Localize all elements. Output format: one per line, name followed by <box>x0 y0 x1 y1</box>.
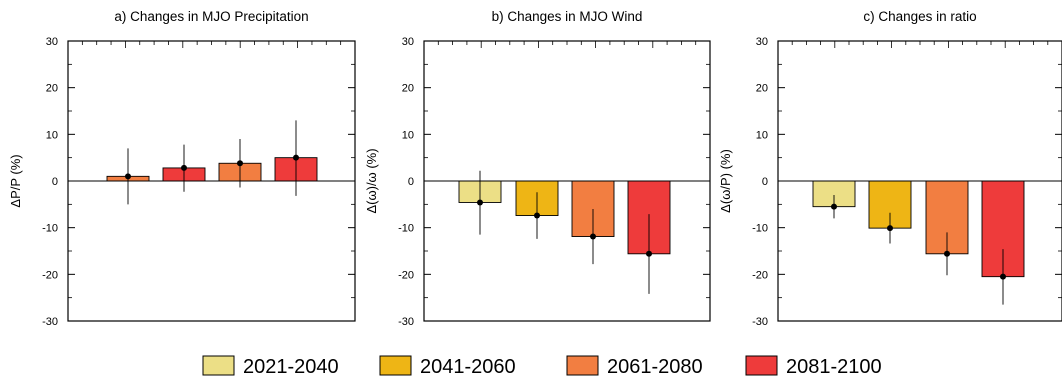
y-tick-label: -20 <box>752 269 768 281</box>
y-tick-label: 20 <box>402 83 414 95</box>
y-tick-label: 30 <box>402 36 414 48</box>
mean-point <box>944 250 950 257</box>
mean-point <box>831 203 837 210</box>
y-tick-label: -30 <box>42 316 58 328</box>
y-tick-label: 30 <box>756 36 768 48</box>
y-axis-label: ΔP/P (%) <box>8 154 23 207</box>
mean-point <box>646 250 652 257</box>
y-tick-label: -10 <box>42 223 58 235</box>
mean-point <box>181 164 187 171</box>
y-tick-label: 0 <box>762 176 768 188</box>
mean-point <box>477 199 483 206</box>
y-axis-label: Δ(ω)/ω (%) <box>364 148 379 213</box>
y-tick-label: -10 <box>752 223 768 235</box>
legend-swatch <box>745 355 778 376</box>
legend-label: 2061-2080 <box>607 356 703 378</box>
mean-point <box>125 173 131 180</box>
panel-2: b) Changes in MJO Wind Δ(ω)/ω (%) -30 -20 -1… <box>364 9 711 328</box>
legend: 2021-2040 2041-2060 2061-2080 2081-2100 <box>202 355 882 378</box>
y-tick-label: 0 <box>52 176 58 188</box>
legend-swatch <box>379 355 412 376</box>
y-tick-label: 20 <box>46 83 58 95</box>
mean-point <box>590 233 596 240</box>
panel-1: a) Changes in MJO Precipitation ΔP/P (%) -… <box>8 9 356 328</box>
legend-item: 2081-2100 <box>745 355 882 378</box>
mean-point <box>237 160 243 167</box>
y-tick-label: 30 <box>46 36 58 48</box>
legend-item: 2021-2040 <box>202 355 339 378</box>
y-tick-label: -20 <box>398 269 414 281</box>
mean-point <box>887 225 893 232</box>
y-tick-label: -10 <box>398 223 414 235</box>
y-tick-label: -30 <box>752 316 768 328</box>
legend-label: 2041-2060 <box>420 356 516 378</box>
panel-title: c) Changes in ratio <box>863 9 976 24</box>
legend-item: 2061-2080 <box>566 355 703 378</box>
mean-point <box>534 212 540 219</box>
y-tick-label: 10 <box>756 129 768 141</box>
panels: a) Changes in MJO Precipitation ΔP/P (%) -… <box>8 9 1062 328</box>
bar <box>812 180 856 208</box>
y-tick-label: 10 <box>46 129 58 141</box>
legend-swatch <box>202 355 235 376</box>
mean-point <box>1000 273 1006 280</box>
y-tick-label: -30 <box>398 316 414 328</box>
panel-title: b) Changes in MJO Wind <box>492 9 643 24</box>
y-axis-label: Δ(ω/P) (%) <box>718 149 733 213</box>
mean-point <box>293 154 299 161</box>
legend-item: 2041-2060 <box>379 355 516 378</box>
panel-3: c) Changes in ratio Δ(ω/P) (%) -30 -20 -10 0 1… <box>718 9 1062 328</box>
y-tick-label: 20 <box>756 83 768 95</box>
y-tick-label: -20 <box>42 269 58 281</box>
legend-label: 2021-2040 <box>243 356 339 378</box>
legend-swatch <box>566 355 599 376</box>
panel-title: a) Changes in MJO Precipitation <box>114 9 308 24</box>
legend-label: 2081-2100 <box>786 356 882 378</box>
y-tick-label: 0 <box>408 176 414 188</box>
y-tick-label: 10 <box>402 129 414 141</box>
